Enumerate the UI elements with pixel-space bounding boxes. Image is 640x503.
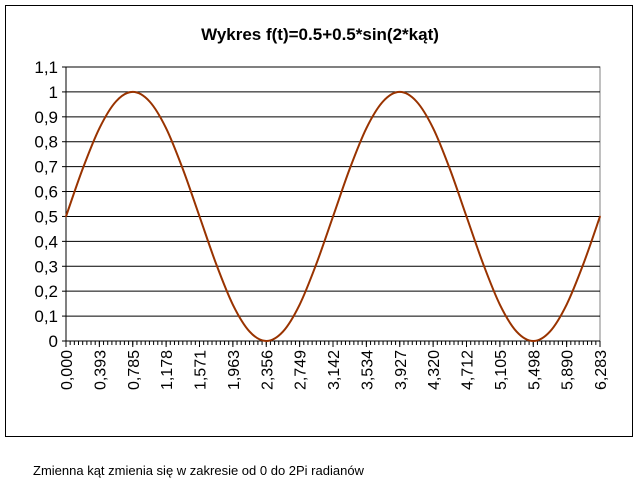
x-tick-label: 1,963 xyxy=(226,350,243,390)
data-point xyxy=(215,263,217,265)
x-tick-labels: 0,000 0,393 0,785 1,178 1,571 1,963 2,356 2,749… xyxy=(59,350,610,390)
axis-layer xyxy=(62,66,601,347)
data-point xyxy=(131,91,134,93)
data-point xyxy=(298,303,301,306)
y-tick-label: 0,4 xyxy=(34,232,58,251)
data-point xyxy=(382,100,384,103)
x-tick-label: 5,890 xyxy=(560,350,577,390)
data-point xyxy=(165,127,167,130)
data-point xyxy=(315,263,318,265)
caption: Zmienna kąt zmienia się w zakresie od 0 … xyxy=(33,463,364,478)
y-tick-label: 0,8 xyxy=(34,133,58,152)
data-point xyxy=(515,330,518,333)
data-point xyxy=(599,215,601,218)
x-tick-label: 2,749 xyxy=(293,350,310,390)
data-point xyxy=(181,168,184,170)
data-point xyxy=(398,91,401,93)
data-point xyxy=(348,168,351,170)
data-point xyxy=(232,303,234,306)
y-tick-label: 1 xyxy=(49,83,58,102)
x-tick-label: 3,927 xyxy=(393,350,410,390)
series-layer xyxy=(65,90,601,343)
x-tick-label: 6,283 xyxy=(593,350,610,390)
data-point xyxy=(565,303,568,306)
y-tick-label: 0 xyxy=(49,332,58,351)
data-point xyxy=(415,100,418,103)
y-tick-label: 0,1 xyxy=(34,307,58,326)
data-point xyxy=(115,100,117,103)
x-tick-label: 1,571 xyxy=(193,350,210,390)
data-point xyxy=(148,100,151,103)
x-tick-label: 3,142 xyxy=(326,350,343,390)
x-tick-label: 0,000 xyxy=(59,350,76,390)
data-point xyxy=(465,215,468,218)
x-tick-label: 0,393 xyxy=(92,350,109,390)
data-point xyxy=(265,340,268,342)
plot-area xyxy=(65,66,601,342)
data-point xyxy=(432,127,434,130)
y-tick-label: 1,1 xyxy=(34,58,58,77)
data-point xyxy=(282,330,284,333)
data-point xyxy=(365,127,368,130)
x-tick-label: 1,178 xyxy=(159,350,176,390)
y-tick-label: 0,3 xyxy=(34,257,58,276)
x-tick-label: 0,785 xyxy=(126,350,143,390)
x-tick-label: 4,712 xyxy=(460,350,477,390)
data-point xyxy=(549,330,551,333)
chart-title: Wykres f(t)=0.5+0.5*sin(2*kąt) xyxy=(201,25,439,44)
x-tick-label: 4,320 xyxy=(426,350,443,390)
x-tick-label: 5,498 xyxy=(526,350,543,390)
data-point xyxy=(449,168,451,170)
y-tick-labels: 0 0,1 0,2 0,3 0,4 0,5 0,6 0,7 0,8 0,9 1 1,1 xyxy=(34,58,58,351)
data-point xyxy=(81,168,84,170)
data-point xyxy=(98,127,101,130)
data-point xyxy=(248,330,251,333)
x-tick-label: 5,105 xyxy=(493,350,510,390)
y-tick-label: 0,7 xyxy=(34,158,58,177)
data-point xyxy=(499,303,501,306)
y-tick-label: 0,6 xyxy=(34,183,58,202)
y-tick-label: 0,5 xyxy=(34,207,58,226)
data-point xyxy=(65,215,67,218)
y-tick-label: 0,9 xyxy=(34,108,58,127)
data-point xyxy=(582,263,585,265)
data-point xyxy=(532,340,535,342)
data-point xyxy=(482,263,485,265)
data-point xyxy=(198,215,201,218)
data-point xyxy=(332,215,334,218)
x-tick-label: 2,356 xyxy=(259,350,276,390)
y-tick-label: 0,2 xyxy=(34,282,58,301)
x-tick-label: 3,534 xyxy=(359,350,376,390)
grid-layer xyxy=(65,66,601,342)
